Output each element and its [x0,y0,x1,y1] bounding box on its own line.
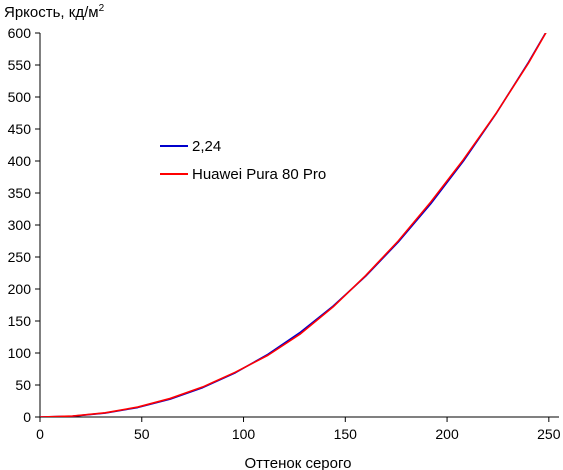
y-axis-title: Яркость, кд/м2 [4,3,105,21]
y-tick-label: 450 [8,121,32,137]
y-axis-title-superscript: 2 [99,3,105,14]
y-tick-label: 600 [8,25,32,41]
legend-label-1: 2,24 [192,138,221,155]
y-axis-title-text: Яркость, кд/м [4,4,99,21]
y-tick-label: 250 [8,249,32,265]
x-tick-label: 250 [537,426,561,442]
series-line-2 [40,33,547,417]
y-tick-label: 50 [15,377,31,393]
y-tick-label: 500 [8,89,32,105]
x-tick-label: 0 [36,426,44,442]
x-tick-label: 50 [134,426,150,442]
y-tick-label: 350 [8,185,32,201]
x-tick-label: 100 [232,426,256,442]
y-tick-label: 150 [8,313,32,329]
x-axis-title: Оттенок серого [245,455,352,470]
y-tick-label: 100 [8,345,32,361]
x-tick-label: 150 [334,426,358,442]
y-tick-label: 300 [8,217,32,233]
y-tick-label: 400 [8,153,32,169]
series-layer [40,33,547,417]
legend-label-2: Huawei Pura 80 Pro [192,166,326,183]
y-tick-label: 0 [23,409,31,425]
y-tick-label: 550 [8,57,32,73]
x-tick-label: 200 [435,426,459,442]
y-tick-label: 200 [8,281,32,297]
series-line-1 [40,33,547,417]
axes: 0 50 100 150 200 250 300 350 400 450 500 550 600 0 50 1… [8,25,561,442]
legend: 2,24 Huawei Pura 80 Pro [160,138,326,183]
